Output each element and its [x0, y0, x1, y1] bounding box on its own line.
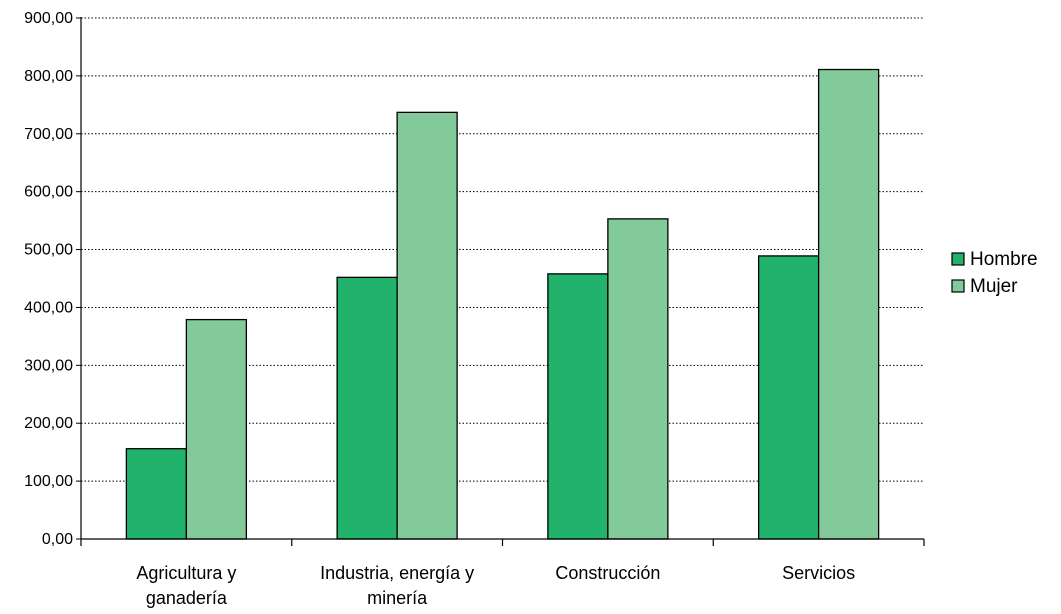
x-category-label-line: minería — [367, 588, 428, 608]
y-tick-label: 700,00 — [24, 126, 73, 143]
y-tick-label: 900,00 — [24, 10, 73, 27]
bar-mujer-1 — [396, 111, 458, 540]
y-tick-label: 800,00 — [24, 68, 73, 85]
x-category-label: Industria, energía y minería — [320, 563, 474, 608]
bar-hombre-0 — [125, 448, 188, 540]
y-tick-label: 200,00 — [24, 415, 73, 432]
x-category-label-line: Agricultura y — [136, 563, 236, 583]
x-category-label-line: Construcción — [555, 563, 660, 583]
bar-hombre-3 — [757, 255, 820, 540]
y-tick-label: 500,00 — [24, 242, 73, 259]
bars — [125, 68, 880, 540]
axes — [76, 17, 925, 546]
y-tick-label: 300,00 — [24, 357, 73, 374]
y-tick-label: 400,00 — [24, 299, 73, 316]
bar-hombre-1 — [336, 276, 398, 540]
legend: Hombre Mujer — [951, 249, 1038, 297]
x-category-label: Servicios — [782, 563, 855, 583]
x-category-label-line: Industria, energía y — [320, 563, 474, 583]
legend-label-hombre: Hombre — [970, 249, 1038, 270]
bar-mujer-2 — [607, 218, 669, 540]
axis-labels: 0,00 100,00 200,00 300,00 400,00 500,00 600,00… — [24, 10, 855, 608]
y-tick-label: 0,00 — [42, 531, 73, 548]
bar-mujer-0 — [185, 318, 248, 540]
x-category-label: Agricultura y ganadería — [136, 563, 236, 608]
y-tick-label: 600,00 — [24, 184, 73, 201]
legend-label-mujer: Mujer — [970, 276, 1018, 297]
legend-swatch-mujer — [951, 279, 965, 293]
bar-hombre-2 — [547, 273, 609, 540]
x-category-label-line: ganadería — [146, 588, 228, 608]
bar-mujer-3 — [817, 68, 880, 540]
y-tick-label: 100,00 — [24, 473, 73, 490]
x-category-label-line: Servicios — [782, 563, 855, 583]
x-category-label: Construcción — [555, 563, 660, 583]
legend-swatch-hombre — [951, 252, 965, 266]
